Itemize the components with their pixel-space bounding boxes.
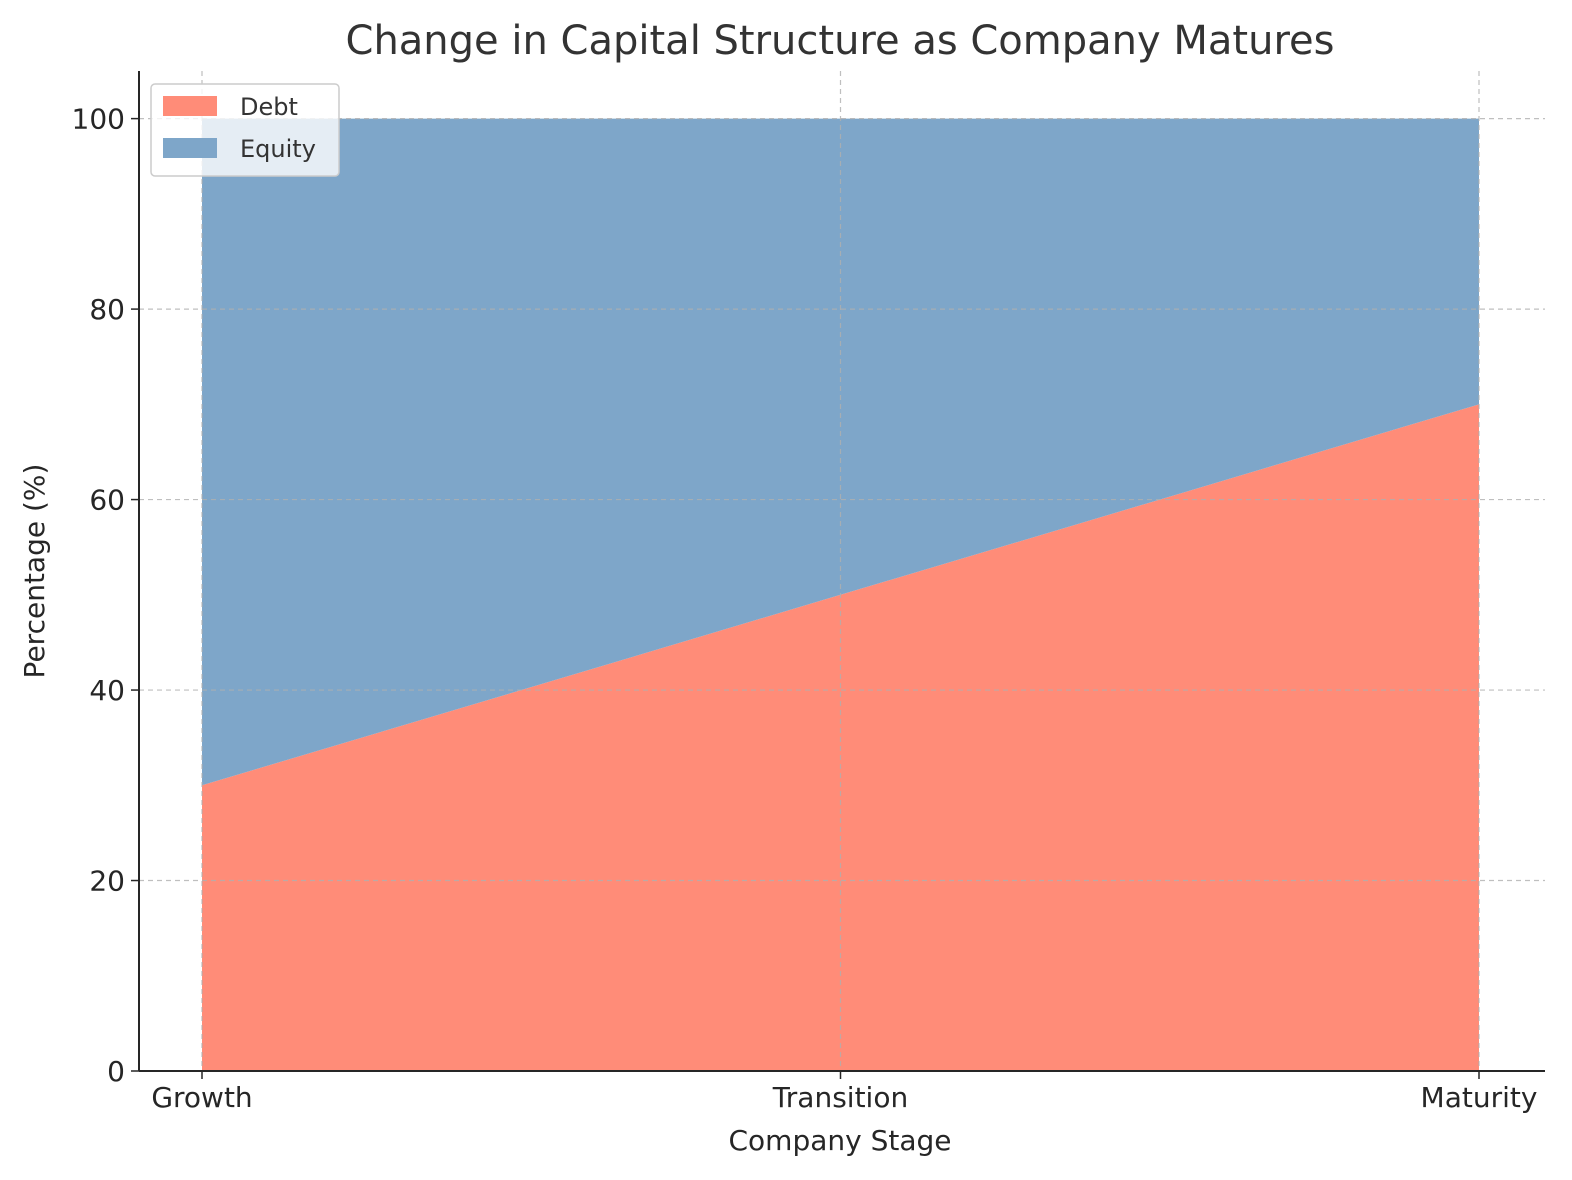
grid-group bbox=[139, 71, 1545, 1071]
legend-swatch-debt bbox=[163, 96, 217, 116]
legend-swatch-equity bbox=[163, 138, 217, 158]
legend: Debt Equity bbox=[150, 83, 340, 177]
y-tick-label-20: 20 bbox=[89, 865, 125, 898]
x-tick-label-transition: Transition bbox=[772, 1081, 908, 1114]
legend-label-equity: Equity bbox=[240, 135, 316, 163]
chart-title: Change in Capital Structure as Company M… bbox=[346, 18, 1335, 64]
y-tick-label-40: 40 bbox=[89, 674, 125, 707]
x-tick-label-growth: Growth bbox=[151, 1081, 252, 1114]
axes-group bbox=[138, 71, 1545, 1072]
y-tick-label-60: 60 bbox=[89, 484, 125, 517]
legend-label-debt: Debt bbox=[240, 93, 298, 121]
y-axis-label: Percentage (%) bbox=[18, 464, 51, 679]
x-ticks-group: Growth Transition Maturity bbox=[151, 1071, 1537, 1114]
y-tick-label-0: 0 bbox=[107, 1055, 125, 1088]
x-axis-label: Company Stage bbox=[728, 1124, 951, 1157]
y-tick-label-100: 100 bbox=[72, 103, 125, 136]
y-ticks-group: 0 20 40 60 80 100 bbox=[72, 103, 139, 1088]
y-tick-label-80: 80 bbox=[89, 293, 125, 326]
x-tick-label-maturity: Maturity bbox=[1421, 1081, 1538, 1114]
